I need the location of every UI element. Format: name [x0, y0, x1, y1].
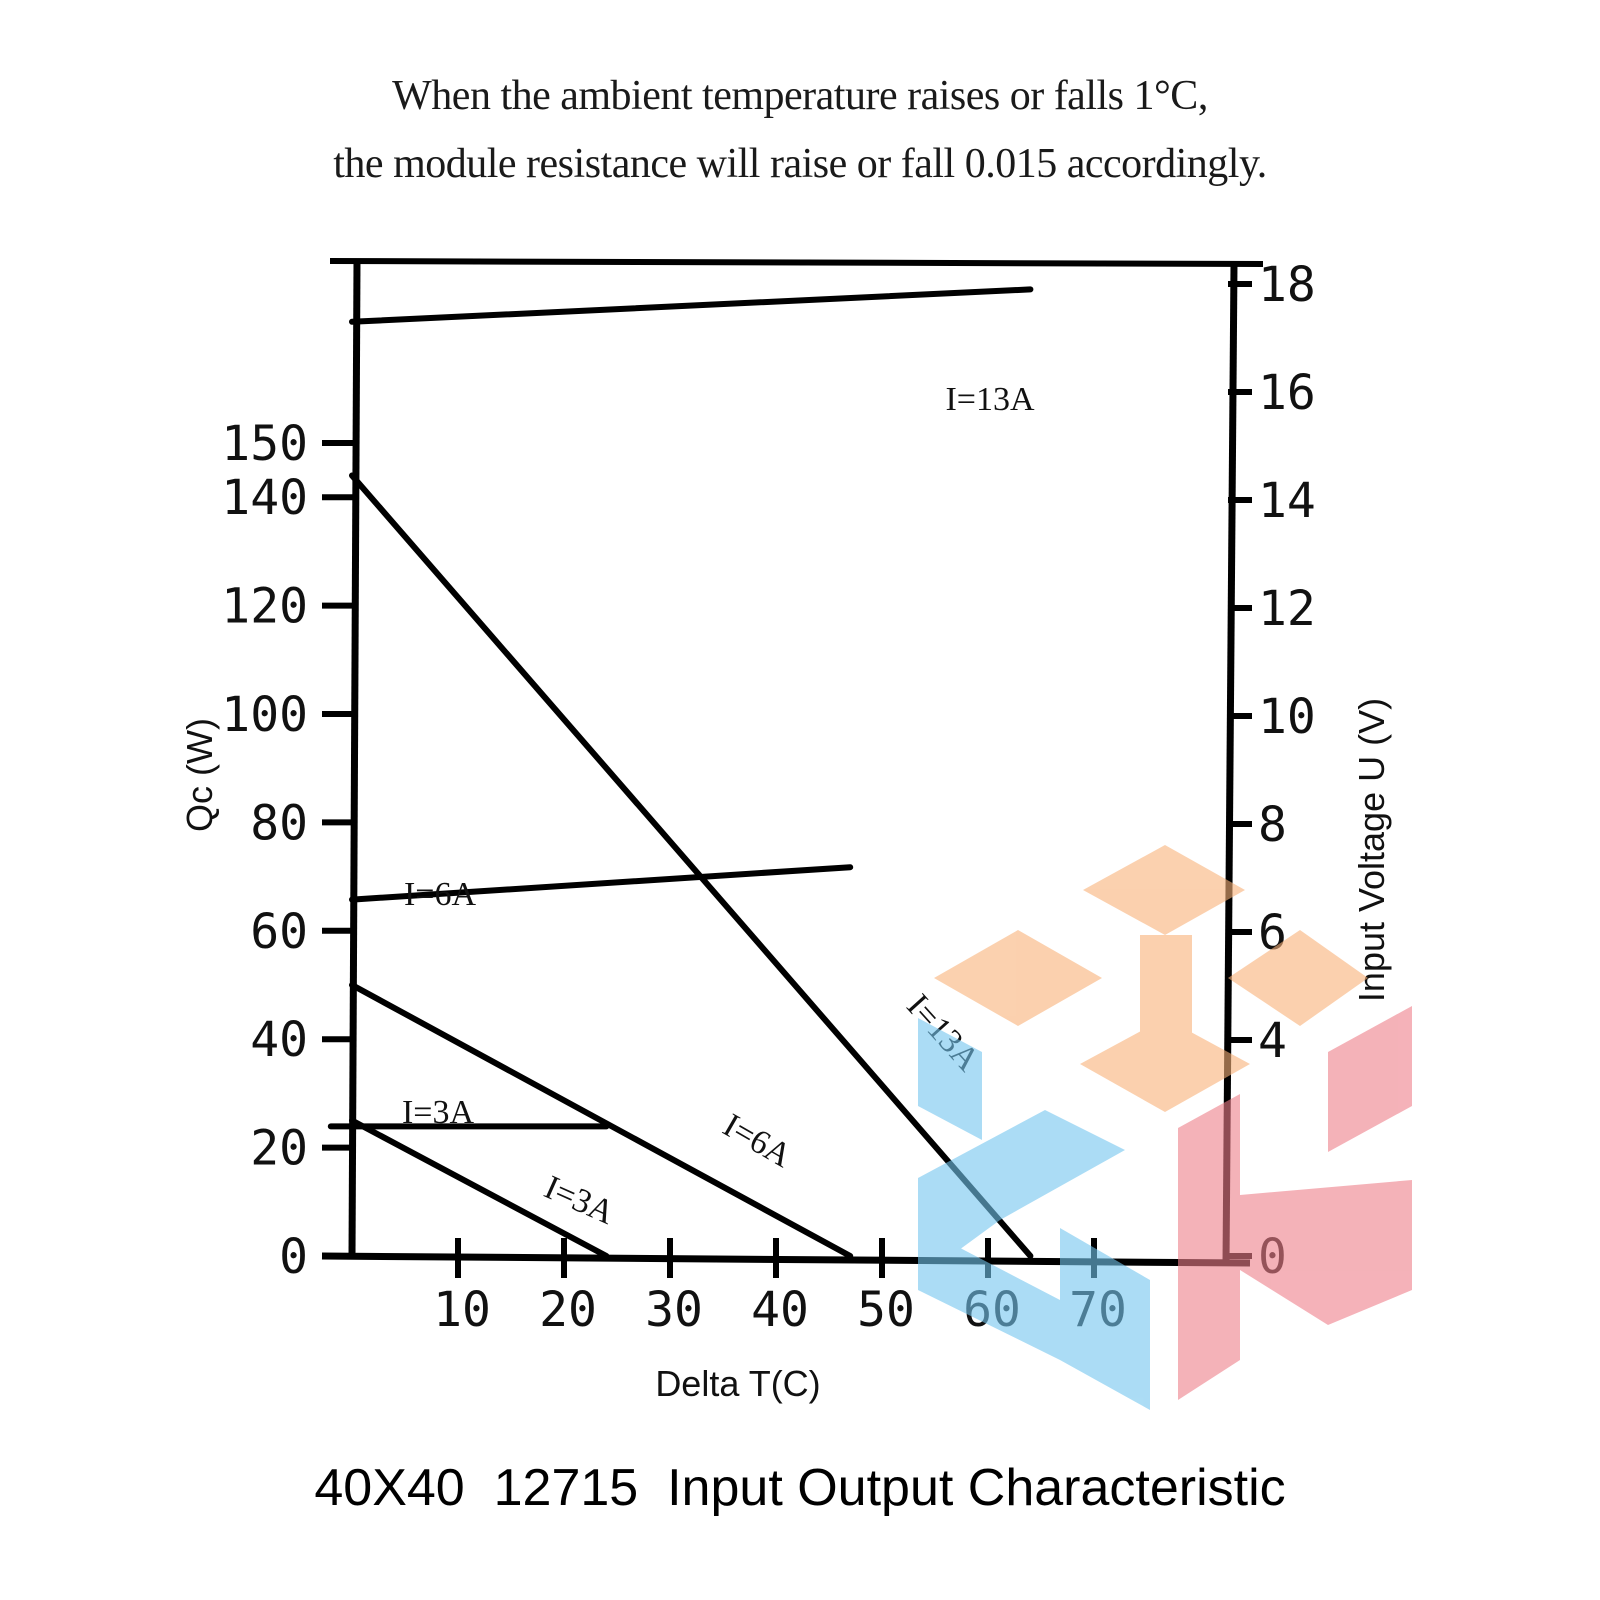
note-line-1: When the ambient temperature raises or f… [392, 73, 1208, 119]
series-line-i-6a-qc [349, 982, 854, 1259]
y-tick-label: 80 [250, 795, 308, 851]
x-axis-title: Delta T(C) [655, 1363, 820, 1404]
series-lines [327, 286, 1034, 1259]
y2-tick-label: 10 [1258, 689, 1316, 745]
y-axis-title: Qc (W) [179, 718, 220, 832]
logo-blue-top [918, 1018, 982, 1140]
logo-red-mid [1240, 1180, 1412, 1325]
series-line-i-13a-qc [349, 472, 1034, 1259]
logo-blue-mid [918, 1110, 1125, 1280]
y2-axis-title: Input Voltage U (V) [1351, 698, 1392, 1002]
y2-tick-label: 4 [1258, 1013, 1287, 1069]
x-tick-label: 40 [751, 1282, 809, 1338]
logo-red-top [1328, 1006, 1412, 1152]
y-tick-label: 60 [250, 904, 308, 960]
y2-tick-label: 14 [1258, 473, 1316, 529]
series-label: I=3A [402, 1094, 474, 1131]
x-tick-label: 10 [433, 1282, 491, 1338]
y-tick-label: 20 [250, 1121, 308, 1177]
logo-red-left [1178, 1094, 1240, 1400]
logo-blue-left [918, 1226, 1060, 1360]
series-line-i-6a-u [349, 864, 854, 903]
top-border [329, 258, 1264, 267]
y2-tick-label: 18 [1258, 257, 1316, 313]
x-tick-label: 20 [539, 1282, 597, 1338]
x-tick-label: 30 [645, 1282, 703, 1338]
right-axis [1222, 263, 1238, 1264]
left-axis [348, 260, 361, 1257]
ticks: 0204060801001201401500468101214161810203… [221, 257, 1316, 1338]
note-line-2: the module resistance will raise or fall… [333, 141, 1267, 187]
logo-orange-base [1080, 1018, 1250, 1112]
series-label: I=6A [717, 1107, 798, 1175]
series-line-i-3a-qc [349, 1117, 610, 1259]
y-tick-label: 150 [221, 416, 308, 472]
y2-tick-label: 16 [1258, 365, 1316, 421]
x-tick-label: 50 [857, 1282, 915, 1338]
logo-orange-diamond [934, 930, 1102, 1026]
y-tick-label: 40 [250, 1012, 308, 1068]
y-tick-label: 120 [221, 579, 308, 635]
y2-tick-label: 8 [1258, 797, 1287, 853]
series-label: I=6A [404, 876, 476, 913]
logo-blue-right [1060, 1228, 1150, 1410]
logo-orange-right [1228, 930, 1368, 1026]
logo-orange-beam [1083, 845, 1245, 935]
y-tick-label: 100 [221, 687, 308, 743]
y-tick-label: 0 [279, 1229, 308, 1285]
y2-tick-label: 12 [1258, 581, 1316, 637]
series-line-i-13a-u [349, 286, 1034, 325]
series-label: I=13A [945, 381, 1034, 418]
y-tick-label: 140 [221, 470, 308, 526]
watermark-logo [918, 845, 1412, 1410]
chart-caption: 40X40 12715 Input Output Characteristic [314, 1459, 1286, 1517]
series-label: I=3A [539, 1169, 620, 1232]
